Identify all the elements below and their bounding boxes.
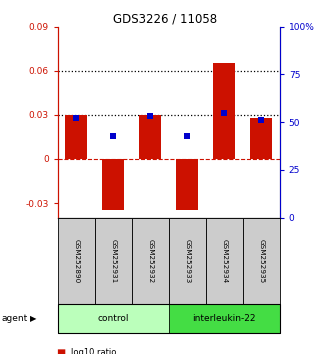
Text: ■: ■ [56,348,66,354]
Text: GDS3226 / 11058: GDS3226 / 11058 [114,12,217,25]
Point [259,118,264,123]
Text: GSM252935: GSM252935 [258,239,264,283]
Point [74,115,79,121]
Text: GSM252933: GSM252933 [184,239,190,283]
Bar [213,63,235,159]
Text: GSM252934: GSM252934 [221,239,227,283]
Text: interleukin-22: interleukin-22 [193,314,256,324]
Text: ▶: ▶ [30,314,36,324]
Point [148,114,153,119]
Text: GSM252890: GSM252890 [73,239,79,283]
Text: control: control [98,314,129,324]
Text: GSM252932: GSM252932 [147,239,153,283]
Point [185,133,190,138]
Bar [139,115,162,159]
Bar [102,159,124,210]
Point [111,133,116,138]
Bar [65,115,87,159]
Bar [250,118,272,159]
Text: agent: agent [2,314,28,324]
Text: GSM252931: GSM252931 [110,239,117,283]
Bar [176,159,198,210]
Point [221,110,227,115]
Text: log10 ratio: log10 ratio [71,348,117,354]
